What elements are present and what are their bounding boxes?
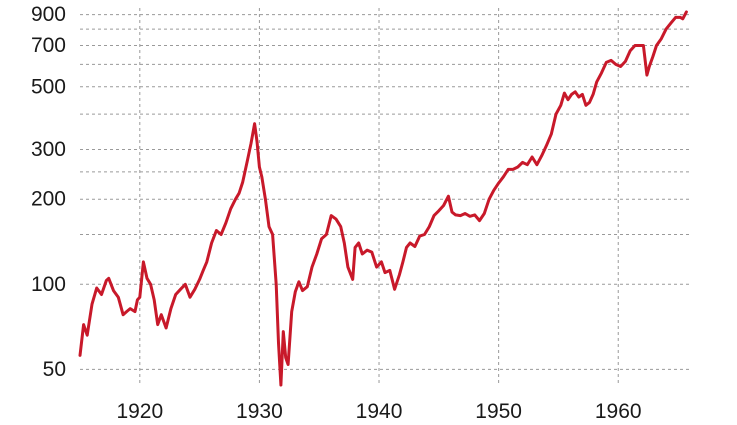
y-tick-label-200: 200 bbox=[31, 188, 66, 211]
y-tick-label-100: 100 bbox=[31, 273, 66, 296]
x-tick-label-1950: 1950 bbox=[475, 400, 522, 423]
vertical-gridlines bbox=[139, 8, 619, 385]
y-tick-label-900: 900 bbox=[31, 3, 66, 26]
horizontal-gridlines bbox=[80, 14, 690, 370]
x-tick-label-1960: 1960 bbox=[595, 400, 642, 423]
series-line-0 bbox=[78, 10, 688, 387]
x-tick-label-1930: 1930 bbox=[236, 400, 283, 423]
y-tick-label-700: 700 bbox=[31, 34, 66, 57]
series-layer bbox=[78, 10, 688, 387]
x-tick-label-1940: 1940 bbox=[356, 400, 403, 423]
y-tick-label-300: 300 bbox=[31, 138, 66, 161]
y-axis-tick-labels: 50 100 200 300 500 700 900 bbox=[31, 3, 66, 381]
y-tick-label-50: 50 bbox=[43, 358, 66, 381]
y-tick-label-500: 500 bbox=[31, 75, 66, 98]
x-tick-label-1920: 1920 bbox=[116, 400, 163, 423]
x-axis-tick-labels: 1920 1930 1940 1950 1960 bbox=[116, 400, 641, 423]
